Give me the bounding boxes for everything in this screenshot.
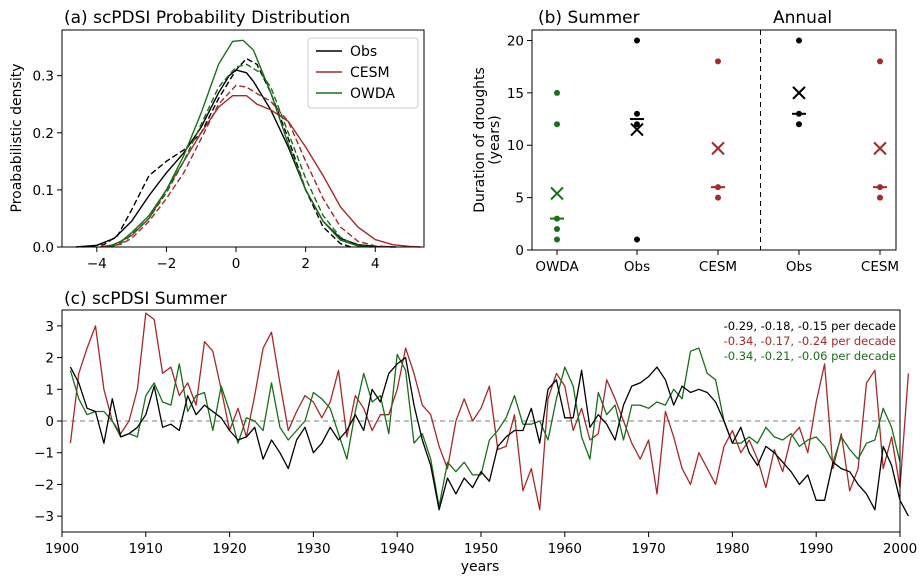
panel-b-title: (b) Summer: [538, 8, 640, 28]
mean-cross-marker: [873, 141, 887, 156]
trend-annotation-cesm: -0.34, -0.17, -0.24 per decade: [724, 334, 896, 348]
drought-duration-point: [877, 58, 883, 65]
mean-cross-marker: [792, 86, 806, 100]
c-xtick-label: 1950: [464, 541, 498, 557]
b-xtick-label: OWDA: [535, 259, 579, 275]
a-xtick-label: −4: [87, 256, 107, 272]
c-xtick-label: 1960: [548, 541, 582, 557]
drought-duration-point: [715, 58, 721, 65]
density-line-cesm-dashed: [107, 84, 393, 248]
c-ytick-label: 0: [45, 414, 54, 430]
c-xtick-label: 2000: [883, 541, 917, 557]
drought-duration-point: [877, 194, 883, 201]
b-xtick-label: CESM: [861, 259, 899, 275]
drought-duration-point: [634, 236, 640, 243]
mean-cross-marker: [630, 122, 644, 137]
legend-box: [307, 37, 419, 109]
panel-a-title: (a) scPDSI Probability Distribution: [64, 8, 350, 28]
a-ytick-label: 0.1: [33, 183, 54, 199]
mean-cross-marker: [711, 141, 725, 156]
drought-duration-point: [796, 121, 802, 128]
a-ytick-label: 0.0: [33, 240, 54, 256]
c-xtick-label: 1980: [715, 541, 749, 557]
panel-b-durations: (b) Summer Annual Duration of droughts (…: [472, 8, 899, 275]
panel-a-legend: Obs CESM OWDA: [307, 37, 419, 109]
b-xtick-label: Obs: [786, 259, 812, 275]
b-ytick-label: 20: [507, 33, 524, 49]
legend-label-cesm: CESM: [350, 65, 390, 81]
drought-duration-point: [796, 37, 802, 44]
b-xtick-label: Obs: [624, 259, 650, 275]
c-xtick-label: 1930: [296, 541, 330, 557]
b-ytick-label: 15: [507, 86, 524, 102]
c-xtick-label: 1940: [380, 541, 414, 557]
density-line-cesm-solid: [100, 94, 421, 248]
panel-b-ylabel-line2: (years): [487, 115, 503, 164]
panel-a-ylabel: Proababilistic density: [9, 64, 25, 213]
c-ytick-label: −3: [34, 509, 54, 525]
legend-label-owda: OWDA: [350, 86, 395, 102]
density-line-obs-dashed: [82, 57, 352, 248]
scpdsi-line-obs: [69, 356, 909, 517]
panel-a-density: (a) scPDSI Probability Distribution Proa…: [9, 8, 425, 272]
density-line-owda-solid: [107, 39, 372, 248]
a-xtick-label: −2: [156, 256, 176, 272]
drought-duration-point: [554, 226, 560, 233]
drought-duration-point: [554, 121, 560, 128]
panel-a-axes-frame: [61, 29, 425, 248]
b-ytick-label: 0: [515, 243, 524, 259]
drought-duration-point: [554, 89, 560, 96]
c-ytick-label: −1: [34, 446, 54, 462]
b-ytick-label: 5: [515, 191, 524, 207]
drought-duration-point: [634, 121, 640, 128]
panel-c-axes-frame: [61, 309, 901, 533]
mean-cross-marker: [550, 186, 564, 201]
c-ytick-label: 1: [45, 382, 54, 398]
legend-label-obs: Obs: [350, 44, 377, 60]
drought-duration-point: [554, 236, 560, 243]
trend-annotation-owda: -0.34, -0.21, -0.06 per decade: [724, 349, 896, 363]
a-xtick-label: 2: [301, 256, 310, 272]
c-xtick-label: 1910: [129, 541, 163, 557]
a-xtick-label: 0: [232, 256, 241, 272]
c-xtick-label: 1970: [631, 541, 665, 557]
trend-annotation-obs: -0.29, -0.18, -0.15 per decade: [724, 319, 896, 333]
c-ytick-label: 3: [45, 319, 54, 335]
drought-duration-point: [715, 194, 721, 201]
drought-duration-point: [634, 37, 640, 44]
panel-c-xlabel: years: [461, 559, 500, 575]
a-xtick-label: 4: [371, 256, 380, 272]
drought-duration-point: [634, 110, 640, 117]
panel-c-timeseries: (c) scPDSI Summer years 1900 1910 1920 1930…: [34, 289, 917, 575]
a-ytick-label: 0.3: [33, 69, 54, 85]
c-xtick-label: 1920: [212, 541, 246, 557]
panel-b-ylabel-line1: Duration of droughts: [472, 67, 488, 213]
scpdsi-line-cesm: [69, 312, 910, 511]
panel-c-title: (c) scPDSI Summer: [64, 289, 227, 309]
a-ytick-label: 0.2: [33, 126, 54, 142]
scpdsi-line-owda: [69, 347, 901, 508]
c-ytick-label: 2: [45, 351, 54, 367]
panel-b-axes-frame: [531, 29, 897, 251]
b-ytick-label: 10: [507, 138, 524, 154]
c-xtick-label: 1900: [45, 541, 79, 557]
c-ytick-label: −2: [34, 477, 54, 493]
density-line-owda-dashed: [110, 63, 369, 248]
c-xtick-label: 1990: [799, 541, 833, 557]
panel-b-title-annual: Annual: [773, 8, 832, 28]
b-xtick-label: CESM: [699, 259, 737, 275]
